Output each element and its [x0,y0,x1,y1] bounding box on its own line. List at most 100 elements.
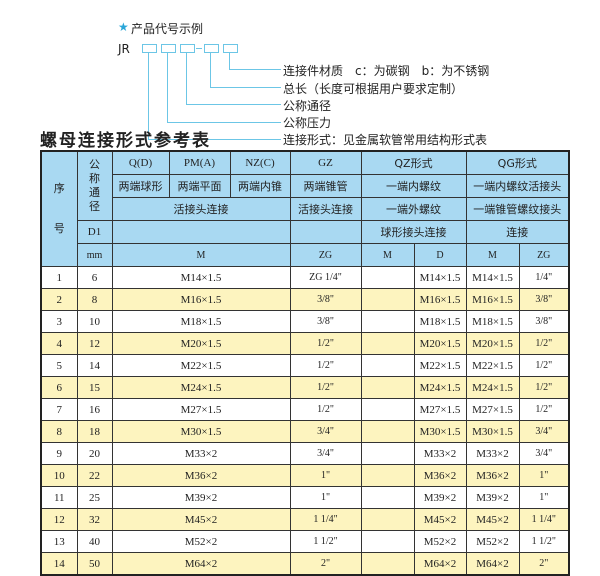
leader-line [210,53,211,87]
mm-header: mm [76,243,113,267]
cell-m: M18×1.5 [111,310,291,333]
leader-line [148,53,149,139]
cell-gz: 3/8" [289,310,362,333]
table-row: 8 18 M30×1.5 3/4" M30×1.5 M30×1.5 3/4" [40,420,570,443]
pm-desc: 两端平面 [168,174,231,198]
q-desc: 两端球形 [111,174,170,198]
code-box [223,44,238,53]
cell-qz-d: M16×1.5 [413,288,467,311]
cell-qg-zg: 1/2" [518,398,570,421]
cell-qg-m: M39×2 [465,486,520,509]
table-row: 5 14 M22×1.5 1/2" M22×1.5 M22×1.5 1/2" [40,354,570,377]
cell-dn: 25 [76,486,113,509]
cell-gz: 1 1/2" [289,530,362,553]
leader-line [148,139,281,140]
cell-qg-zg: 1" [518,486,570,509]
nz-desc: 两端内锥 [229,174,291,198]
table-row: 13 40 M52×2 1 1/2" M52×2 M52×2 1 1/2" [40,530,570,553]
table-row: 1 6 M14×1.5 ZG 1/4" M14×1.5 M14×1.5 1/4" [40,266,570,289]
d1-header: D1 [76,220,113,244]
cell-m: M36×2 [111,464,291,487]
cell-no: 11 [40,486,78,509]
qz-desc: 一端内螺纹 [360,174,467,198]
cell-qz-m [360,508,415,531]
cell-qg-zg: 2" [518,552,570,576]
cell-qz-m [360,486,415,509]
cell-qz-d: M20×1.5 [413,332,467,355]
star-icon: ★ [118,20,129,34]
cell-gz: 3/4" [289,420,362,443]
cell-dn: 18 [76,420,113,443]
code-prefix: JR [118,42,130,56]
q-header: Q(D) [111,150,170,175]
m-header: M [111,243,291,267]
cell-m: M64×2 [111,552,291,576]
cell-m: M45×2 [111,508,291,531]
cell-qg-zg: 3/4" [518,420,570,443]
cell-no: 1 [40,266,78,289]
qz-d-header: D [413,243,467,267]
cell-gz: 1" [289,486,362,509]
leader-line [186,53,187,104]
cell-gz: 1/2" [289,376,362,399]
table-row: 14 50 M64×2 2" M64×2 M64×2 2" [40,552,570,576]
cell-no: 9 [40,442,78,465]
qz-ball: 球形接头连接 [360,220,467,244]
table-row: 12 32 M45×2 1 1/4" M45×2 M45×2 1 1/4" [40,508,570,531]
legend-item: 公称压力 [283,116,332,130]
qz-m-header: M [360,243,415,267]
cell-dn: 6 [76,266,113,289]
gz-conn: 活接头连接 [289,197,362,221]
qg-conn: 连接 [465,220,570,244]
cell-qz-d: M18×1.5 [413,310,467,333]
table-title: 螺母连接形式参考表 [40,131,211,151]
cell-qg-m: M45×2 [465,508,520,531]
qz-header: QZ形式 [360,150,467,175]
code-box [204,44,219,53]
legend-item: 连接形式：见金属软管常用结构形式表 [283,133,488,147]
table-row: 10 22 M36×2 1" M36×2 M36×2 1" [40,464,570,487]
qg-m-header: M [465,243,520,267]
cell-qg-zg: 1" [518,464,570,487]
cell-qz-m [360,310,415,333]
cell-qg-m: M64×2 [465,552,520,576]
cell-dn: 32 [76,508,113,531]
cell-qg-zg: 3/8" [518,310,570,333]
cell-gz: ZG 1/4" [289,266,362,289]
cell-qg-m: M27×1.5 [465,398,520,421]
cell-no: 13 [40,530,78,553]
cell-qz-m [360,376,415,399]
leader-line [229,69,281,70]
cell-qg-zg: 1/2" [518,354,570,377]
cell-qg-m: M18×1.5 [465,310,520,333]
table-row: 4 12 M20×1.5 1/2" M20×1.5 M20×1.5 1/2" [40,332,570,355]
cell-qz-m [360,288,415,311]
cell-qg-zg: 3/8" [518,288,570,311]
cell-m: M16×1.5 [111,288,291,311]
cell-qz-d: M30×1.5 [413,420,467,443]
cell-gz: 3/4" [289,442,362,465]
cell-qg-zg: 1/2" [518,376,570,399]
cell-qg-m: M24×1.5 [465,376,520,399]
cell-m: M14×1.5 [111,266,291,289]
gz-desc: 两端锥管 [289,174,362,198]
cell-m: M33×2 [111,442,291,465]
table-row: 9 20 M33×2 3/4" M33×2 M33×2 3/4" [40,442,570,465]
cell-m: M24×1.5 [111,376,291,399]
cell-m: M20×1.5 [111,332,291,355]
table-row: 3 10 M18×1.5 3/8" M18×1.5 M18×1.5 3/8" [40,310,570,333]
cell-no: 5 [40,354,78,377]
leader-line [186,104,281,105]
cell-no: 4 [40,332,78,355]
cell-gz: 1" [289,464,362,487]
cell-dn: 16 [76,398,113,421]
product-code-legend: ★ 产品代号示例 JR 连接件材质 c：为碳钢 b：为不锈钢 总长（长度可根据用… [0,0,600,147]
legend-item: 总长（长度可根据用户要求定制） [283,82,464,96]
nz-header: NZ(C) [229,150,291,175]
cell-qz-d: M45×2 [413,508,467,531]
cell-gz: 1/2" [289,398,362,421]
cell-gz: 1/2" [289,354,362,377]
cell-no: 2 [40,288,78,311]
cell-qz-m [360,530,415,553]
cell-gz: 1/2" [289,332,362,355]
